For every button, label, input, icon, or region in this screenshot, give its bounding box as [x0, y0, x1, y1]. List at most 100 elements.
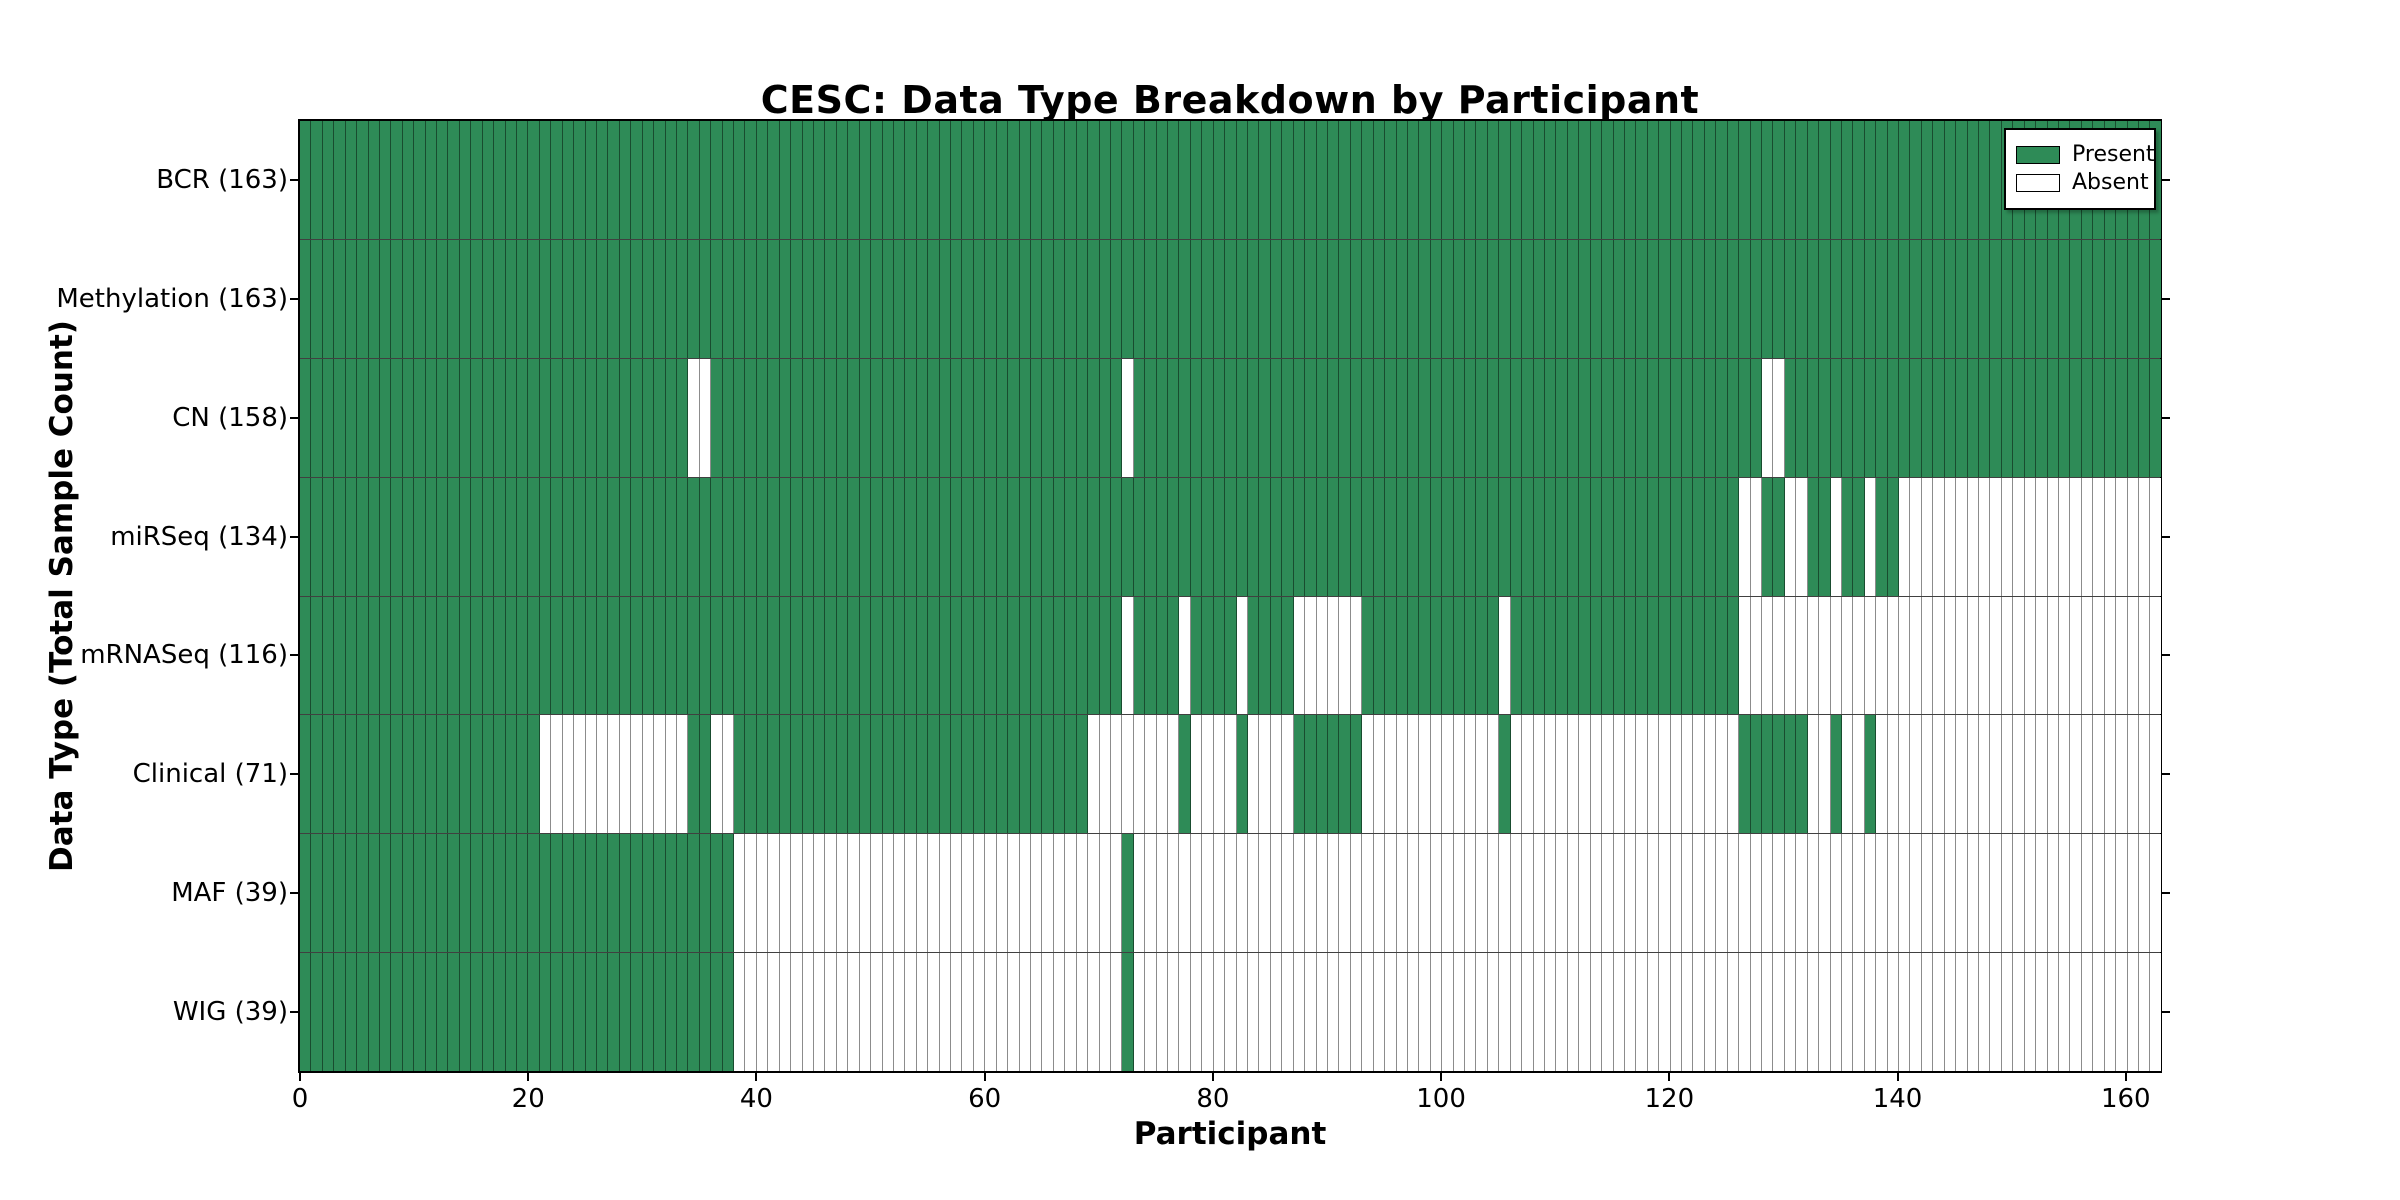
heatmap-cell: [1248, 358, 1260, 477]
heatmap-cell: [1339, 953, 1351, 1071]
heatmap-cell: [2047, 834, 2059, 953]
heatmap-cell: [1556, 477, 1568, 596]
heatmap-cell: [859, 953, 872, 1071]
heatmap-cell: [893, 121, 906, 239]
heatmap-cell: [1293, 596, 1306, 715]
heatmap-cell: [1830, 953, 1842, 1071]
heatmap-cell: [1830, 358, 1842, 477]
heatmap-cell: [1544, 239, 1557, 358]
heatmap-cell: [1533, 121, 1545, 239]
heatmap-cell: [962, 953, 974, 1071]
heatmap-cell: [379, 715, 392, 834]
heatmap-cell: [654, 239, 666, 358]
heatmap-cell: [985, 596, 997, 715]
heatmap-cell: [2093, 358, 2105, 477]
heatmap-cell: [1099, 596, 1111, 715]
heatmap-cell: [1225, 477, 1237, 596]
heatmap-cell: [1979, 358, 1991, 477]
heatmap-cell: [1830, 715, 1842, 834]
heatmap-cell: [813, 239, 826, 358]
heatmap-cell: [711, 121, 723, 239]
heatmap-cell: [2070, 596, 2082, 715]
heatmap-cell: [825, 834, 837, 953]
heatmap-cell: [734, 358, 746, 477]
heatmap-cell: [1122, 358, 1134, 477]
heatmap-cell: [893, 834, 906, 953]
heatmap-cell: [1956, 121, 1968, 239]
heatmap-cell: [1316, 121, 1328, 239]
heatmap-cell: [562, 834, 575, 953]
heatmap-cell: [1293, 358, 1306, 477]
heatmap-cell: [562, 239, 575, 358]
heatmap-cell: [871, 596, 883, 715]
heatmap-cell: [1031, 715, 1043, 834]
heatmap-cell: [1876, 715, 1888, 834]
heatmap-cell: [1110, 121, 1123, 239]
heatmap-cell: [1693, 596, 1705, 715]
heatmap-cell: [1419, 834, 1431, 953]
heatmap-cell: [1716, 596, 1728, 715]
heatmap-cell: [2116, 953, 2128, 1071]
heatmap-cell: [825, 239, 837, 358]
heatmap-cell: [2047, 715, 2059, 834]
heatmap-cell: [437, 239, 449, 358]
heatmap-cell: [300, 715, 312, 834]
heatmap-cell: [1544, 715, 1557, 834]
heatmap-cell: [345, 477, 358, 596]
heatmap-cell: [1053, 477, 1066, 596]
heatmap-cell: [1636, 834, 1648, 953]
heatmap-cell: [1327, 715, 1340, 834]
heatmap-cell: [2036, 834, 2048, 953]
heatmap-cell: [517, 953, 529, 1071]
heatmap-cell: [300, 477, 312, 596]
heatmap-cell: [1225, 834, 1237, 953]
heatmap-cell: [2058, 358, 2071, 477]
heatmap-cell: [1773, 834, 1785, 953]
heatmap-row-wig: [300, 952, 2161, 1071]
heatmap-row-cn: [300, 357, 2161, 477]
heatmap-cell: [1339, 121, 1351, 239]
heatmap-cell: [1270, 477, 1283, 596]
heatmap-cell: [1522, 715, 1534, 834]
heatmap-cell: [1762, 953, 1774, 1071]
heatmap-cell: [1762, 715, 1774, 834]
heatmap-cell: [1544, 477, 1557, 596]
heatmap-cell: [825, 477, 837, 596]
heatmap-cell: [1396, 121, 1408, 239]
heatmap-cell: [939, 239, 952, 358]
heatmap-cell: [802, 358, 814, 477]
heatmap-cell: [939, 121, 952, 239]
heatmap-cell: [1465, 477, 1477, 596]
heatmap-cell: [1031, 121, 1043, 239]
heatmap-cell: [1716, 239, 1728, 358]
heatmap-cell: [1053, 596, 1066, 715]
heatmap-cell: [905, 239, 917, 358]
heatmap-cell: [1739, 953, 1751, 1071]
heatmap-cell: [1933, 239, 1945, 358]
heatmap-cell: [414, 358, 426, 477]
heatmap-cell: [1270, 953, 1283, 1071]
heatmap-cell: [437, 121, 449, 239]
heatmap-cell: [1190, 121, 1203, 239]
heatmap-cell: [688, 239, 700, 358]
legend-label-present: Present: [2072, 142, 2155, 167]
x-tick-mark: [527, 1072, 530, 1081]
heatmap-cell: [322, 953, 335, 1071]
heatmap-cell: [1899, 953, 1911, 1071]
heatmap-cell: [437, 953, 449, 1071]
heatmap-cell: [1350, 477, 1363, 596]
heatmap-cell: [1762, 596, 1774, 715]
heatmap-cell: [1156, 239, 1169, 358]
heatmap-cell: [1602, 239, 1614, 358]
heatmap-cell: [745, 121, 757, 239]
heatmap-cell: [1122, 477, 1134, 596]
heatmap-cell: [505, 239, 518, 358]
heatmap-cell: [1419, 953, 1431, 1071]
heatmap-cell: [1647, 239, 1660, 358]
heatmap-cell: [1682, 596, 1694, 715]
heatmap-cell: [939, 715, 952, 834]
heatmap-cell: [2081, 239, 2094, 358]
heatmap-cell: [2047, 477, 2059, 596]
heatmap-cell: [1716, 358, 1728, 477]
heatmap-cell: [779, 239, 792, 358]
